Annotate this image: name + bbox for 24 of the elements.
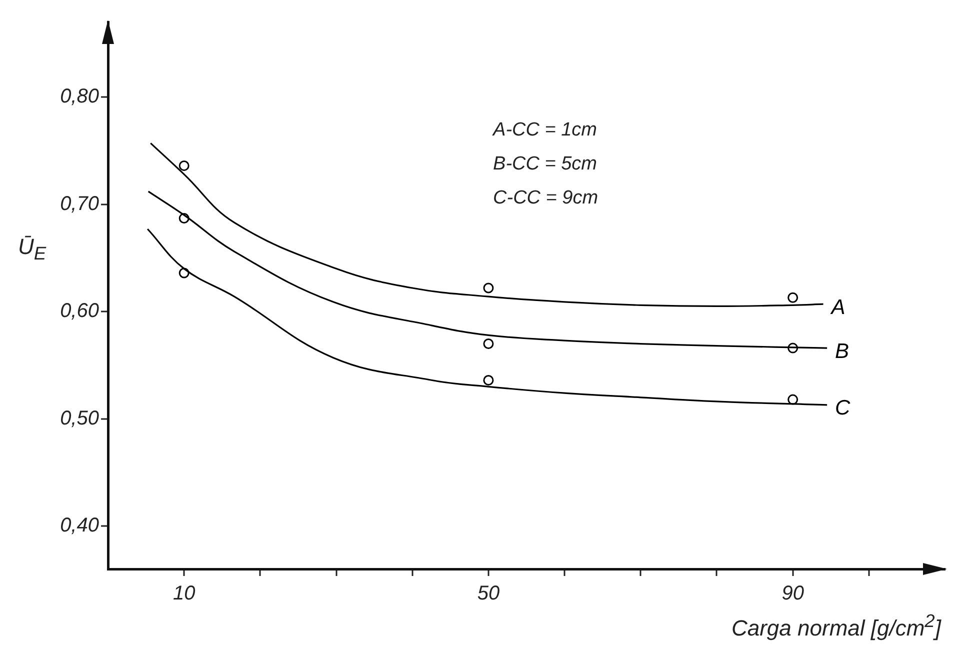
annotation: A-CC = 1cm [492,119,598,140]
series-label: C [835,396,852,420]
y-axis-title: Ū$_{E}$ [18,234,46,264]
y-tick-label: 0,60 [60,300,99,322]
point [788,292,798,303]
y-tick-label: 0,80 [60,86,99,108]
series-label: B [835,340,850,363]
point [178,160,190,171]
line-series [146,228,828,406]
point [483,282,494,294]
x-tick-label: 50 [477,582,500,605]
point [483,338,494,350]
y-tick-label: 0,70 [60,192,99,215]
y-tick-label: 0,50 [60,407,99,430]
x-tick-label: 90 [782,582,804,605]
series-label: A [829,296,846,319]
line-series [150,142,824,308]
x-tick-label: 10 [172,582,196,605]
point [483,374,494,386]
point [788,394,798,405]
annotation: C-CC = 9cm [493,187,598,208]
y-tick-label: 0,40 [60,514,99,537]
annotation: B-CC = 5cm [493,153,598,174]
x-axis-title: Carga normal [g/cm$^{2}$] [731,610,941,642]
